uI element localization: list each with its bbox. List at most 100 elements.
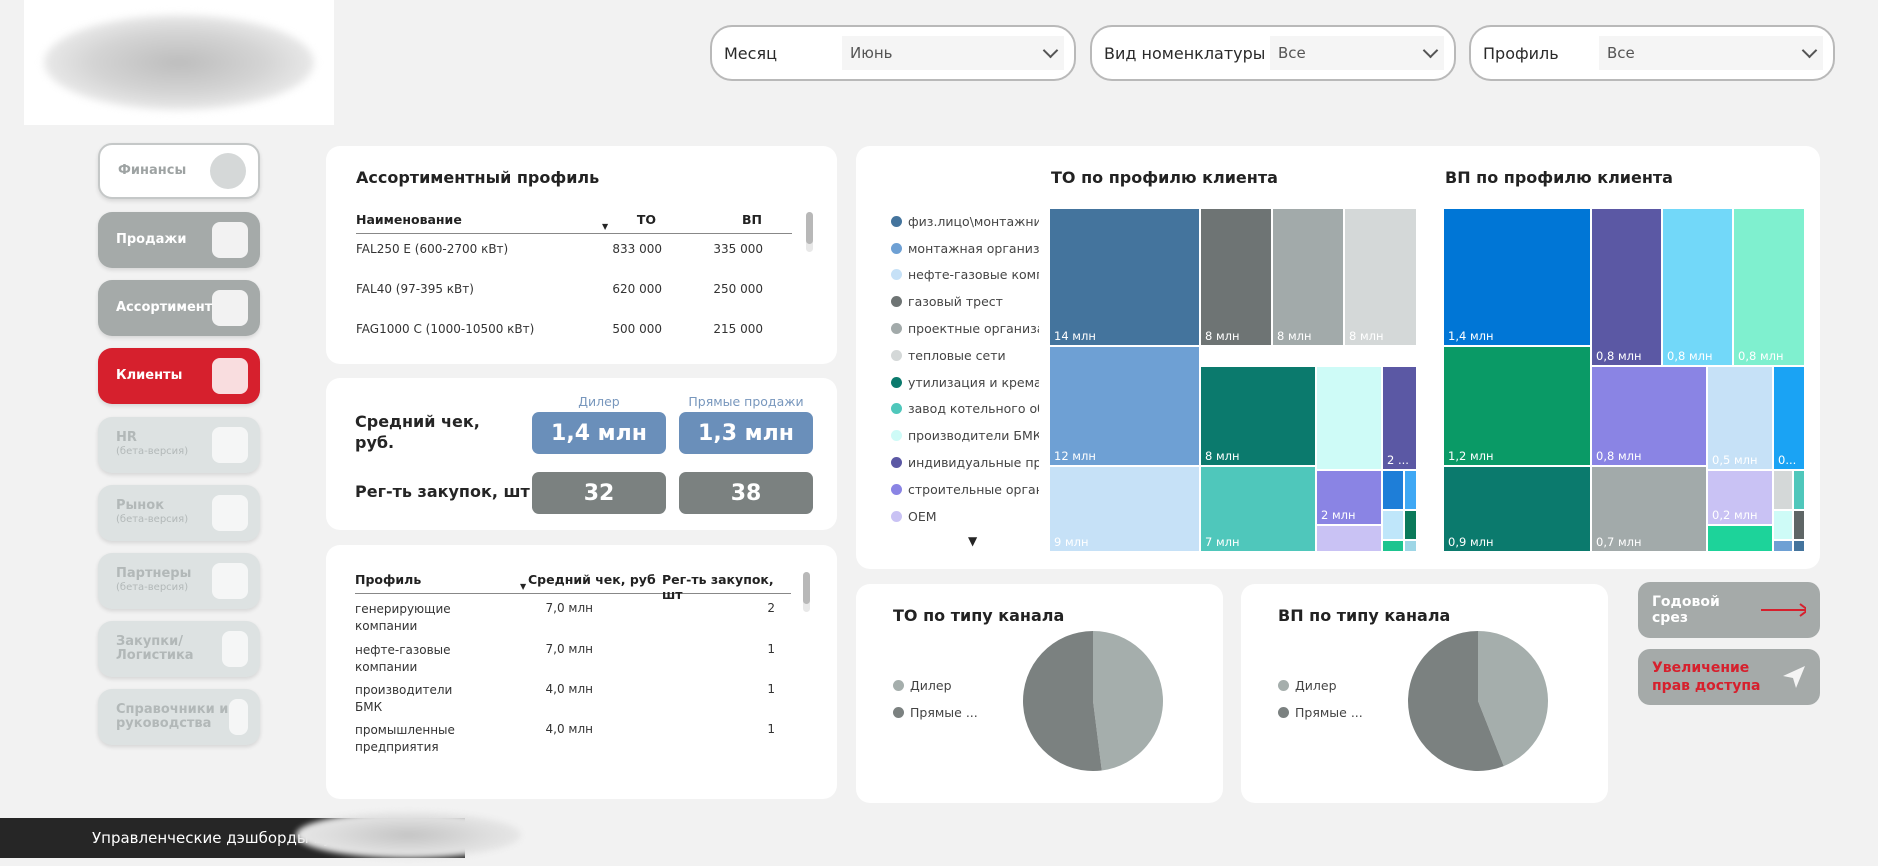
annual-slice-button[interactable]: Годовой срез [1638, 582, 1820, 638]
nomenclature-value: Все [1278, 44, 1306, 62]
nav-sublabel: (бета-версия) [116, 582, 189, 593]
treemap-cell-label: 0,7 млн [1596, 535, 1642, 549]
profile-select[interactable]: Все [1599, 36, 1823, 70]
col-avg-check[interactable]: Средний чек, руб [528, 572, 656, 587]
treemap-cell[interactable]: 8 млн [1200, 366, 1316, 466]
legend-item[interactable]: тепловые сети [891, 342, 1039, 369]
chevron-down-icon[interactable] [1042, 42, 1059, 58]
treemap-cell[interactable] [1382, 540, 1404, 552]
legend-item[interactable]: Прямые ... [893, 699, 978, 726]
nav-7[interactable]: Партнеры (бета-версия) [98, 553, 260, 609]
pie-slice[interactable] [1093, 631, 1164, 771]
pie-slice[interactable] [1023, 631, 1102, 771]
legend-item[interactable]: Дилер [893, 672, 978, 699]
nav-4[interactable]: Клиенты [98, 348, 260, 404]
col-regularity[interactable]: Рег-ть закупок, шт [662, 572, 774, 602]
treemap-cell[interactable] [1793, 540, 1805, 552]
legend-item[interactable]: нефте-газовые комп... [891, 262, 1039, 289]
treemap-cell[interactable]: 0,8 млн [1591, 208, 1662, 366]
legend-item[interactable]: проектные организа... [891, 315, 1039, 342]
treemap-cell[interactable] [1382, 510, 1404, 540]
treemap-cell[interactable]: 1,4 млн [1443, 208, 1591, 346]
month-filter[interactable]: Месяц Июнь [710, 25, 1076, 81]
sort-desc-icon[interactable]: ▼ [520, 582, 527, 591]
legend-item[interactable]: строительные орган... [891, 476, 1039, 503]
col-vp[interactable]: ВП [742, 212, 762, 227]
nav-sublabel: (бета-версия) [116, 446, 189, 457]
treemap-cell[interactable]: 0,8 млн [1662, 208, 1733, 366]
nomenclature-select[interactable]: Все [1270, 36, 1444, 70]
treemap-cell[interactable] [1404, 540, 1417, 552]
treemap-cell[interactable] [1773, 470, 1793, 510]
pie-slice[interactable] [1408, 631, 1504, 771]
legend-dot [891, 510, 902, 522]
treemap-cell[interactable]: 0... [1773, 366, 1805, 470]
treemap-cell[interactable]: 14 млн [1049, 208, 1200, 346]
treemap-cell[interactable]: 0,2 млн [1707, 470, 1773, 525]
legend-item[interactable]: физ.лицо\монтажник [891, 208, 1039, 235]
chevron-down-icon[interactable] [1422, 42, 1439, 58]
regularity-label: Рег-ть закупок, шт [355, 482, 530, 501]
legend-item[interactable]: индивидуальные пр... [891, 449, 1039, 476]
chevron-down-icon[interactable] [1801, 42, 1818, 58]
treemap-cell[interactable] [1382, 470, 1404, 510]
treemap-cell[interactable]: 0,9 млн [1443, 466, 1591, 552]
col-to[interactable]: ТО [636, 212, 656, 227]
sort-desc-icon[interactable]: ▼ [602, 222, 609, 231]
treemap-cell[interactable]: 0,8 млн [1591, 366, 1707, 466]
nav-2[interactable]: Продажи [98, 212, 260, 268]
col-name[interactable]: Наименование [356, 212, 462, 227]
treemap-cell[interactable]: 8 млн [1272, 208, 1344, 346]
nav-5[interactable]: HR (бета-версия) [98, 417, 260, 473]
legend-item[interactable]: утилизация и крема... [891, 369, 1039, 396]
treemap-cell[interactable]: 0,8 млн [1733, 208, 1805, 366]
legend-item[interactable]: Прямые ... [1278, 699, 1363, 726]
col-profile[interactable]: Профиль [355, 572, 422, 587]
treemap-cell-label: 8 млн [1205, 329, 1240, 343]
treemap-cell[interactable] [1793, 470, 1805, 510]
book-icon [228, 699, 248, 735]
treemap-cell[interactable]: 9 млн [1049, 466, 1200, 552]
treemap-cell[interactable]: 1,2 млн [1443, 346, 1591, 466]
treemap-cell[interactable] [1404, 510, 1417, 540]
row-name: FAG1000 C (1000-10500 кВт) [356, 322, 535, 336]
scrollbar[interactable] [806, 212, 813, 252]
treemap-cell[interactable] [1773, 540, 1793, 552]
legend-item[interactable]: Дилер [1278, 672, 1363, 699]
treemap-cell[interactable] [1316, 366, 1382, 470]
treemap-cell[interactable] [1404, 470, 1417, 510]
month-select[interactable]: Июнь [842, 36, 1064, 70]
legend-item[interactable]: производители БМК [891, 422, 1039, 449]
legend-item[interactable]: завод котельного об... [891, 396, 1039, 423]
legend-scroll-down-icon[interactable]: ▼ [968, 534, 978, 548]
treemap-cell[interactable]: 2 ... [1382, 366, 1417, 470]
treemap-cell[interactable] [1773, 510, 1793, 540]
nav-3[interactable]: Ассортимент [98, 280, 260, 336]
access-request-button[interactable]: Увеличение прав доступа [1638, 649, 1820, 705]
nomenclature-filter[interactable]: Вид номенклатуры Все [1090, 25, 1456, 81]
treemap-cell-label: 0,9 млн [1448, 535, 1494, 549]
nav-1[interactable]: Финансы [98, 143, 260, 199]
treemap-cell[interactable] [1707, 525, 1773, 552]
treemap-to: 14 млн 8 млн 8 млн 8 млн 12 млн 8 млн 9 млн 7 м… [1049, 208, 1417, 552]
legend-item[interactable]: OEM [891, 503, 1039, 530]
pie-slice[interactable] [1478, 631, 1548, 767]
legend-dot [891, 430, 902, 442]
treemap-cell[interactable]: 0,5 млн [1707, 366, 1773, 470]
nav-6[interactable]: Рынок (бета-версия) [98, 485, 260, 541]
row-avg-check: 7,0 млн [545, 642, 593, 656]
treemap-cell[interactable]: 8 млн [1344, 208, 1417, 346]
treemap-cell[interactable]: 12 млн [1049, 346, 1200, 466]
legend-item[interactable]: газовый трест [891, 288, 1039, 315]
nav-8[interactable]: Закупки/ Логистика [98, 621, 260, 677]
profile-filter[interactable]: Профиль Все [1469, 25, 1835, 81]
scrollbar[interactable] [803, 572, 810, 612]
treemap-cell[interactable]: 7 млн [1200, 466, 1316, 552]
treemap-cell[interactable]: 2 млн [1316, 470, 1382, 525]
treemap-cell[interactable] [1316, 525, 1382, 552]
treemap-cell[interactable]: 8 млн [1200, 208, 1272, 346]
treemap-cell[interactable]: 0,7 млн [1591, 466, 1707, 552]
treemap-cell[interactable] [1793, 510, 1805, 540]
legend-item[interactable]: монтажная организ... [891, 235, 1039, 262]
nav-9[interactable]: Справочники и руководства [98, 689, 260, 745]
